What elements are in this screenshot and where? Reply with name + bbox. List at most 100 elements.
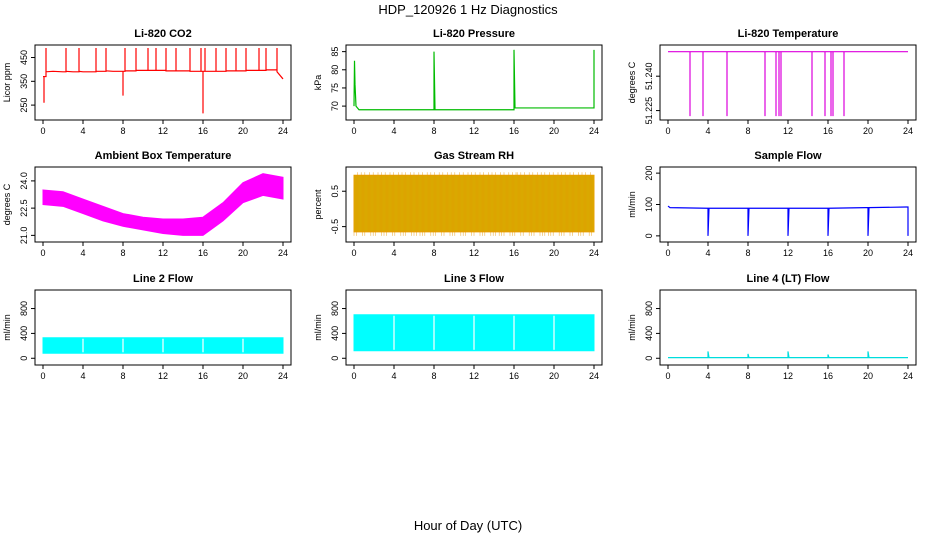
- panel-title: Sample Flow: [754, 150, 822, 162]
- chart-panel-3: Li-820 Temperature degrees C 0 4 8 12 16 20 24 51…: [627, 28, 917, 136]
- page-title: HDP_120926 1 Hz Diagnostics: [378, 2, 558, 17]
- x-tick-label: 16: [509, 248, 519, 258]
- chart-panel-2: Li-820 Pressure kPa 0 4 8 12 16 20 24 70 75 80 85: [313, 28, 603, 136]
- chart-panel-7: Line 2 Flow ml/min 0 4 8 12 16 20 24 0 400 800: [2, 273, 292, 381]
- y-tick-label: 800: [644, 301, 654, 316]
- x-tick-label: 24: [903, 248, 913, 258]
- x-tick-label: 16: [509, 126, 519, 136]
- y-axis-label: kPa: [313, 75, 323, 91]
- x-tick-label: 8: [431, 126, 436, 136]
- y-axis-label: Licor ppm: [2, 63, 12, 103]
- y-tick-label: 400: [19, 326, 29, 341]
- x-tick-label: 20: [549, 126, 559, 136]
- x-tick-label: 12: [158, 371, 168, 381]
- panel-title: Li-820 Temperature: [738, 28, 839, 40]
- chart-panel-6: Sample Flow ml/min 0 4 8 12 16 20 24 0 100 200: [627, 150, 917, 258]
- y-tick-label: 800: [19, 301, 29, 316]
- y-tick-label: 250: [19, 98, 29, 113]
- x-tick-label: 4: [80, 248, 85, 258]
- y-tick-label: 0: [330, 356, 340, 361]
- data-line: [668, 351, 908, 359]
- y-tick-label: 75: [330, 83, 340, 93]
- y-tick-label: 450: [19, 50, 29, 65]
- x-tick-label: 20: [863, 248, 873, 258]
- x-tick-label: 24: [278, 248, 288, 258]
- x-tick-label: 4: [705, 248, 710, 258]
- data-band: [42, 173, 284, 236]
- chart-panel-5: Gas Stream RH percent 0 4 8 12 16 20 24 -0.5 0.5: [313, 150, 603, 258]
- x-tick-label: 24: [589, 371, 599, 381]
- y-tick-label: 0: [19, 356, 29, 361]
- y-tick-label: 21.0: [19, 227, 29, 245]
- panel-title: Line 2 Flow: [133, 273, 193, 285]
- x-tick-label: 16: [198, 126, 208, 136]
- x-tick-label: 0: [351, 126, 356, 136]
- x-tick-label: 8: [120, 126, 125, 136]
- y-tick-label: 200: [644, 166, 654, 181]
- x-tick-label: 0: [40, 248, 45, 258]
- x-tick-label: 12: [469, 248, 479, 258]
- x-tick-label: 8: [745, 371, 750, 381]
- panel-title: Li-820 Pressure: [433, 28, 515, 40]
- x-tick-label: 24: [589, 126, 599, 136]
- y-tick-label: 800: [330, 301, 340, 316]
- x-tick-label: 12: [783, 371, 793, 381]
- x-tick-label: 12: [469, 126, 479, 136]
- x-tick-label: 0: [40, 371, 45, 381]
- chart-panel-9: Line 4 (LT) Flow ml/min 0 4 8 12 16 20 24 0 400 800: [627, 273, 917, 381]
- x-tick-label: 16: [198, 248, 208, 258]
- x-tick-label: 20: [549, 371, 559, 381]
- panel-title: Li-820 CO2: [134, 28, 191, 40]
- y-axis-label: percent: [313, 189, 323, 220]
- y-tick-label: 0.5: [330, 185, 340, 198]
- plot-frame: [659, 44, 917, 121]
- y-tick-label: 51.240: [644, 62, 654, 90]
- x-tick-label: 20: [238, 126, 248, 136]
- x-tick-label: 16: [823, 126, 833, 136]
- y-tick-label: 0: [644, 356, 654, 361]
- x-tick-label: 4: [80, 371, 85, 381]
- data-line: [667, 205, 909, 236]
- panel-title: Line 3 Flow: [444, 273, 504, 285]
- x-tick-label: 8: [431, 371, 436, 381]
- x-tick-label: 20: [238, 248, 248, 258]
- y-tick-label: 24.0: [19, 172, 29, 190]
- y-tick-label: -0.5: [330, 219, 340, 235]
- x-tick-label: 8: [431, 248, 436, 258]
- x-tick-label: 8: [120, 371, 125, 381]
- x-tick-label: 20: [238, 371, 248, 381]
- y-tick-label: 400: [330, 326, 340, 341]
- x-tick-label: 4: [391, 126, 396, 136]
- x-axis-caption: Hour of Day (UTC): [413, 518, 523, 533]
- x-tick-label: 20: [863, 371, 873, 381]
- panel-title: Line 4 (LT) Flow: [747, 273, 830, 285]
- x-tick-label: 0: [665, 126, 670, 136]
- x-tick-label: 24: [278, 371, 288, 381]
- x-tick-label: 12: [158, 248, 168, 258]
- x-tick-label: 12: [469, 371, 479, 381]
- x-tick-label: 24: [903, 126, 913, 136]
- x-tick-label: 16: [198, 371, 208, 381]
- x-tick-label: 8: [745, 248, 750, 258]
- y-axis-label: degrees C: [627, 61, 637, 103]
- panel-title: Ambient Box Temperature: [95, 150, 232, 162]
- y-tick-label: 0: [644, 233, 654, 238]
- y-tick-label: 80: [330, 65, 340, 75]
- x-tick-label: 20: [863, 126, 873, 136]
- x-tick-label: 24: [278, 126, 288, 136]
- chart-panel-4: Ambient Box Temperature degrees C 0 4 8 12 16 2…: [2, 150, 292, 258]
- x-tick-label: 0: [665, 248, 670, 258]
- y-tick-label: 85: [330, 47, 340, 57]
- x-tick-label: 8: [745, 126, 750, 136]
- y-tick-label: 51.225: [644, 97, 654, 125]
- x-tick-label: 0: [665, 371, 670, 381]
- data-line: [668, 51, 908, 117]
- x-tick-label: 0: [351, 248, 356, 258]
- y-tick-label: 22.5: [19, 199, 29, 217]
- chart-panel-8: Line 3 Flow ml/min 0 4 8 12 16 20 24 0 400 800: [313, 273, 603, 381]
- x-tick-label: 4: [705, 371, 710, 381]
- x-tick-label: 0: [351, 371, 356, 381]
- plot-frame: [345, 44, 603, 121]
- x-tick-label: 16: [509, 371, 519, 381]
